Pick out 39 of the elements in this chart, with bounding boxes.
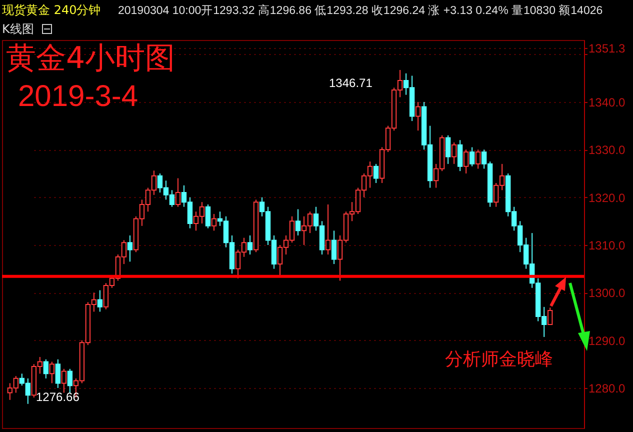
candlestick [205, 204, 211, 229]
candlestick [97, 290, 103, 312]
y-tick-label: 1310.0 [588, 238, 626, 252]
candlestick [61, 368, 67, 394]
candlestick [43, 358, 49, 379]
text: 2019-3-4 [18, 80, 138, 114]
candlestick [49, 361, 55, 384]
candlestick [451, 142, 457, 164]
y-tick-label: 1280.0 [588, 381, 626, 396]
annotation: 分析师金晓峰 [445, 348, 553, 371]
candlestick [548, 307, 553, 326]
annotation: 1276.66 [36, 390, 80, 404]
y-tick-label: 1290.0 [588, 334, 626, 348]
candlestick [55, 358, 61, 388]
text: K线图 [2, 21, 34, 38]
candlestick [445, 134, 451, 164]
y-tick-label: 1351.3 [588, 42, 626, 56]
text: 现货黄金 240分钟 [2, 2, 101, 19]
candlestick [175, 178, 181, 208]
candlestick [127, 234, 133, 262]
y-tick-label: 1320.0 [588, 190, 626, 205]
candlestick [331, 230, 337, 265]
candlestick [211, 213, 217, 232]
y-tick-label: 1300.0 [588, 286, 626, 300]
candlestick [325, 204, 331, 255]
y-tick-label: 1330.0 [588, 143, 626, 158]
candlestick [457, 140, 463, 172]
y-tick-label: 1340.0 [588, 95, 626, 110]
text: 20190304 10:00开1293.32 高1296.86 低1293.28 收1296.24 涨 +3.13 0.24% 量10830 额14026 [118, 3, 603, 18]
candlestick [475, 149, 481, 170]
candlestick [373, 163, 379, 184]
candlestick [67, 368, 73, 394]
candlestick [415, 101, 421, 132]
candlestick [295, 208, 301, 236]
candlestick [463, 149, 469, 174]
chart-title: 黄金4小时图 [6, 40, 176, 78]
candlestick [469, 146, 475, 167]
annotation: 1346.71 [329, 76, 372, 90]
candlestick [247, 234, 253, 255]
